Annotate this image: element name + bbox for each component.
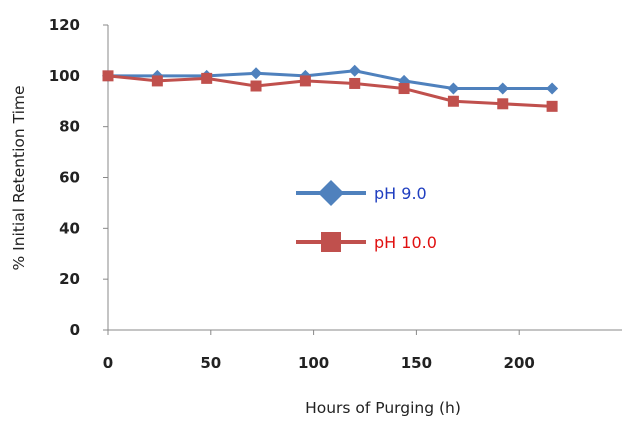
series-layer bbox=[102, 64, 559, 112]
x-tick-label: 150 bbox=[401, 354, 432, 372]
y-tick-labels: 0 20 40 60 80 100 120 bbox=[49, 16, 108, 339]
x-tick-label: 0 bbox=[103, 354, 113, 372]
y-tick-label: 20 bbox=[59, 270, 80, 288]
y-tick-label: 100 bbox=[49, 67, 80, 85]
legend-marker bbox=[318, 180, 344, 206]
legend-item: pH 9.0 bbox=[296, 180, 427, 206]
y-tick-label: 40 bbox=[59, 219, 80, 237]
x-axis-title: Hours of Purging (h) bbox=[305, 399, 461, 417]
x-tick-labels: 0 50 100 150 200 bbox=[103, 330, 535, 372]
legend-item: pH 10.0 bbox=[296, 232, 437, 252]
data-point bbox=[398, 83, 410, 95]
series-line bbox=[108, 69, 553, 91]
y-tick-label: 80 bbox=[59, 118, 80, 136]
series-ph-10-0 bbox=[102, 70, 558, 112]
data-point bbox=[546, 82, 559, 95]
data-point bbox=[496, 82, 509, 95]
x-tick-label: 50 bbox=[200, 354, 221, 372]
data-point bbox=[250, 80, 262, 92]
y-tick-label: 60 bbox=[59, 169, 80, 187]
y-tick-label: 0 bbox=[70, 321, 80, 339]
legend: pH 9.0 pH 10.0 bbox=[296, 180, 437, 252]
data-point bbox=[546, 100, 558, 112]
data-point bbox=[250, 67, 263, 80]
series-ph-9-0 bbox=[102, 64, 559, 95]
data-point bbox=[447, 95, 459, 107]
series-line bbox=[107, 74, 553, 108]
legend-marker bbox=[321, 232, 341, 252]
y-axis-title: % Initial Retention Time bbox=[10, 85, 28, 270]
data-point bbox=[201, 72, 213, 84]
x-tick-label: 100 bbox=[298, 354, 329, 372]
x-tick-label: 200 bbox=[504, 354, 535, 372]
data-point bbox=[151, 75, 163, 87]
legend-label: pH 9.0 bbox=[374, 184, 427, 203]
axes bbox=[107, 25, 622, 331]
data-point bbox=[102, 70, 114, 82]
data-point bbox=[348, 64, 361, 77]
data-point bbox=[447, 82, 460, 95]
data-point bbox=[299, 75, 311, 87]
data-point bbox=[349, 77, 361, 89]
legend-label: pH 10.0 bbox=[374, 233, 437, 252]
data-point bbox=[497, 98, 509, 110]
y-tick-label: 120 bbox=[49, 16, 80, 34]
